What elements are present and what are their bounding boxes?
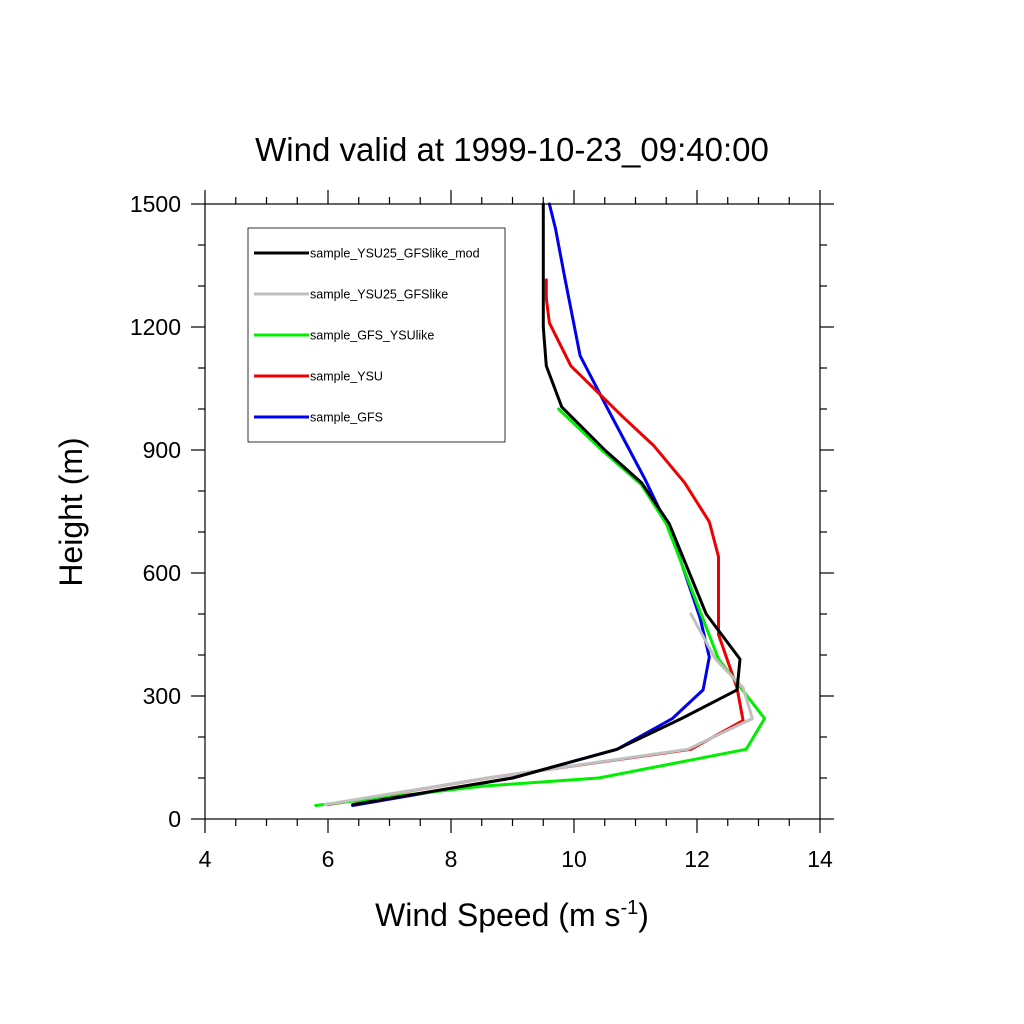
legend-entry-label: sample_YSU: [310, 370, 383, 384]
series-line-sample-ysu25-gfslike: [323, 612, 754, 807]
y-tick-label: 1200: [130, 314, 181, 340]
axes-layer: 4 6 8 10 12 14 0 300 600 900 1200 1500: [130, 190, 834, 872]
series-layer: [314, 202, 767, 807]
y-tick-label: 0: [168, 806, 181, 832]
x-tick-label: 12: [684, 846, 710, 872]
legend-entry-label: sample_YSU25_GFSlike_mod: [310, 247, 480, 261]
legend-entry-label: sample_YSU25_GFSlike: [310, 288, 448, 302]
x-axis-label-main: Wind Speed (m s: [375, 897, 620, 933]
legend: sample_YSU25_GFSlike_mod sample_YSU25_GFS…: [247, 227, 506, 443]
y-axis-label: Height (m): [53, 437, 89, 586]
x-tick-label: 10: [561, 846, 587, 872]
x-axis-label-superscript: -1: [620, 897, 638, 919]
x-tick-label: 6: [322, 846, 335, 872]
chart-title: Wind valid at 1999-10-23_09:40:00: [255, 131, 769, 168]
y-tick-label: 600: [143, 560, 181, 586]
x-tick-label: 4: [199, 846, 212, 872]
x-tick-label: 8: [445, 846, 458, 872]
y-tick-label: 300: [143, 683, 181, 709]
x-axis-label: Wind Speed (m s-1): [375, 897, 649, 933]
legend-entry-label: sample_GFS: [310, 411, 383, 425]
x-axis-label-tail: ): [638, 897, 649, 933]
series-line-sample-ysu25-gfslike-mod: [351, 202, 742, 807]
legend-entry-label: sample_GFS_YSUlike: [310, 329, 434, 343]
y-tick-label: 1500: [130, 191, 181, 217]
y-tick-label: 900: [143, 437, 181, 463]
x-tick-label: 14: [807, 846, 833, 872]
series-line-sample-gfs-ysulike: [314, 407, 767, 807]
